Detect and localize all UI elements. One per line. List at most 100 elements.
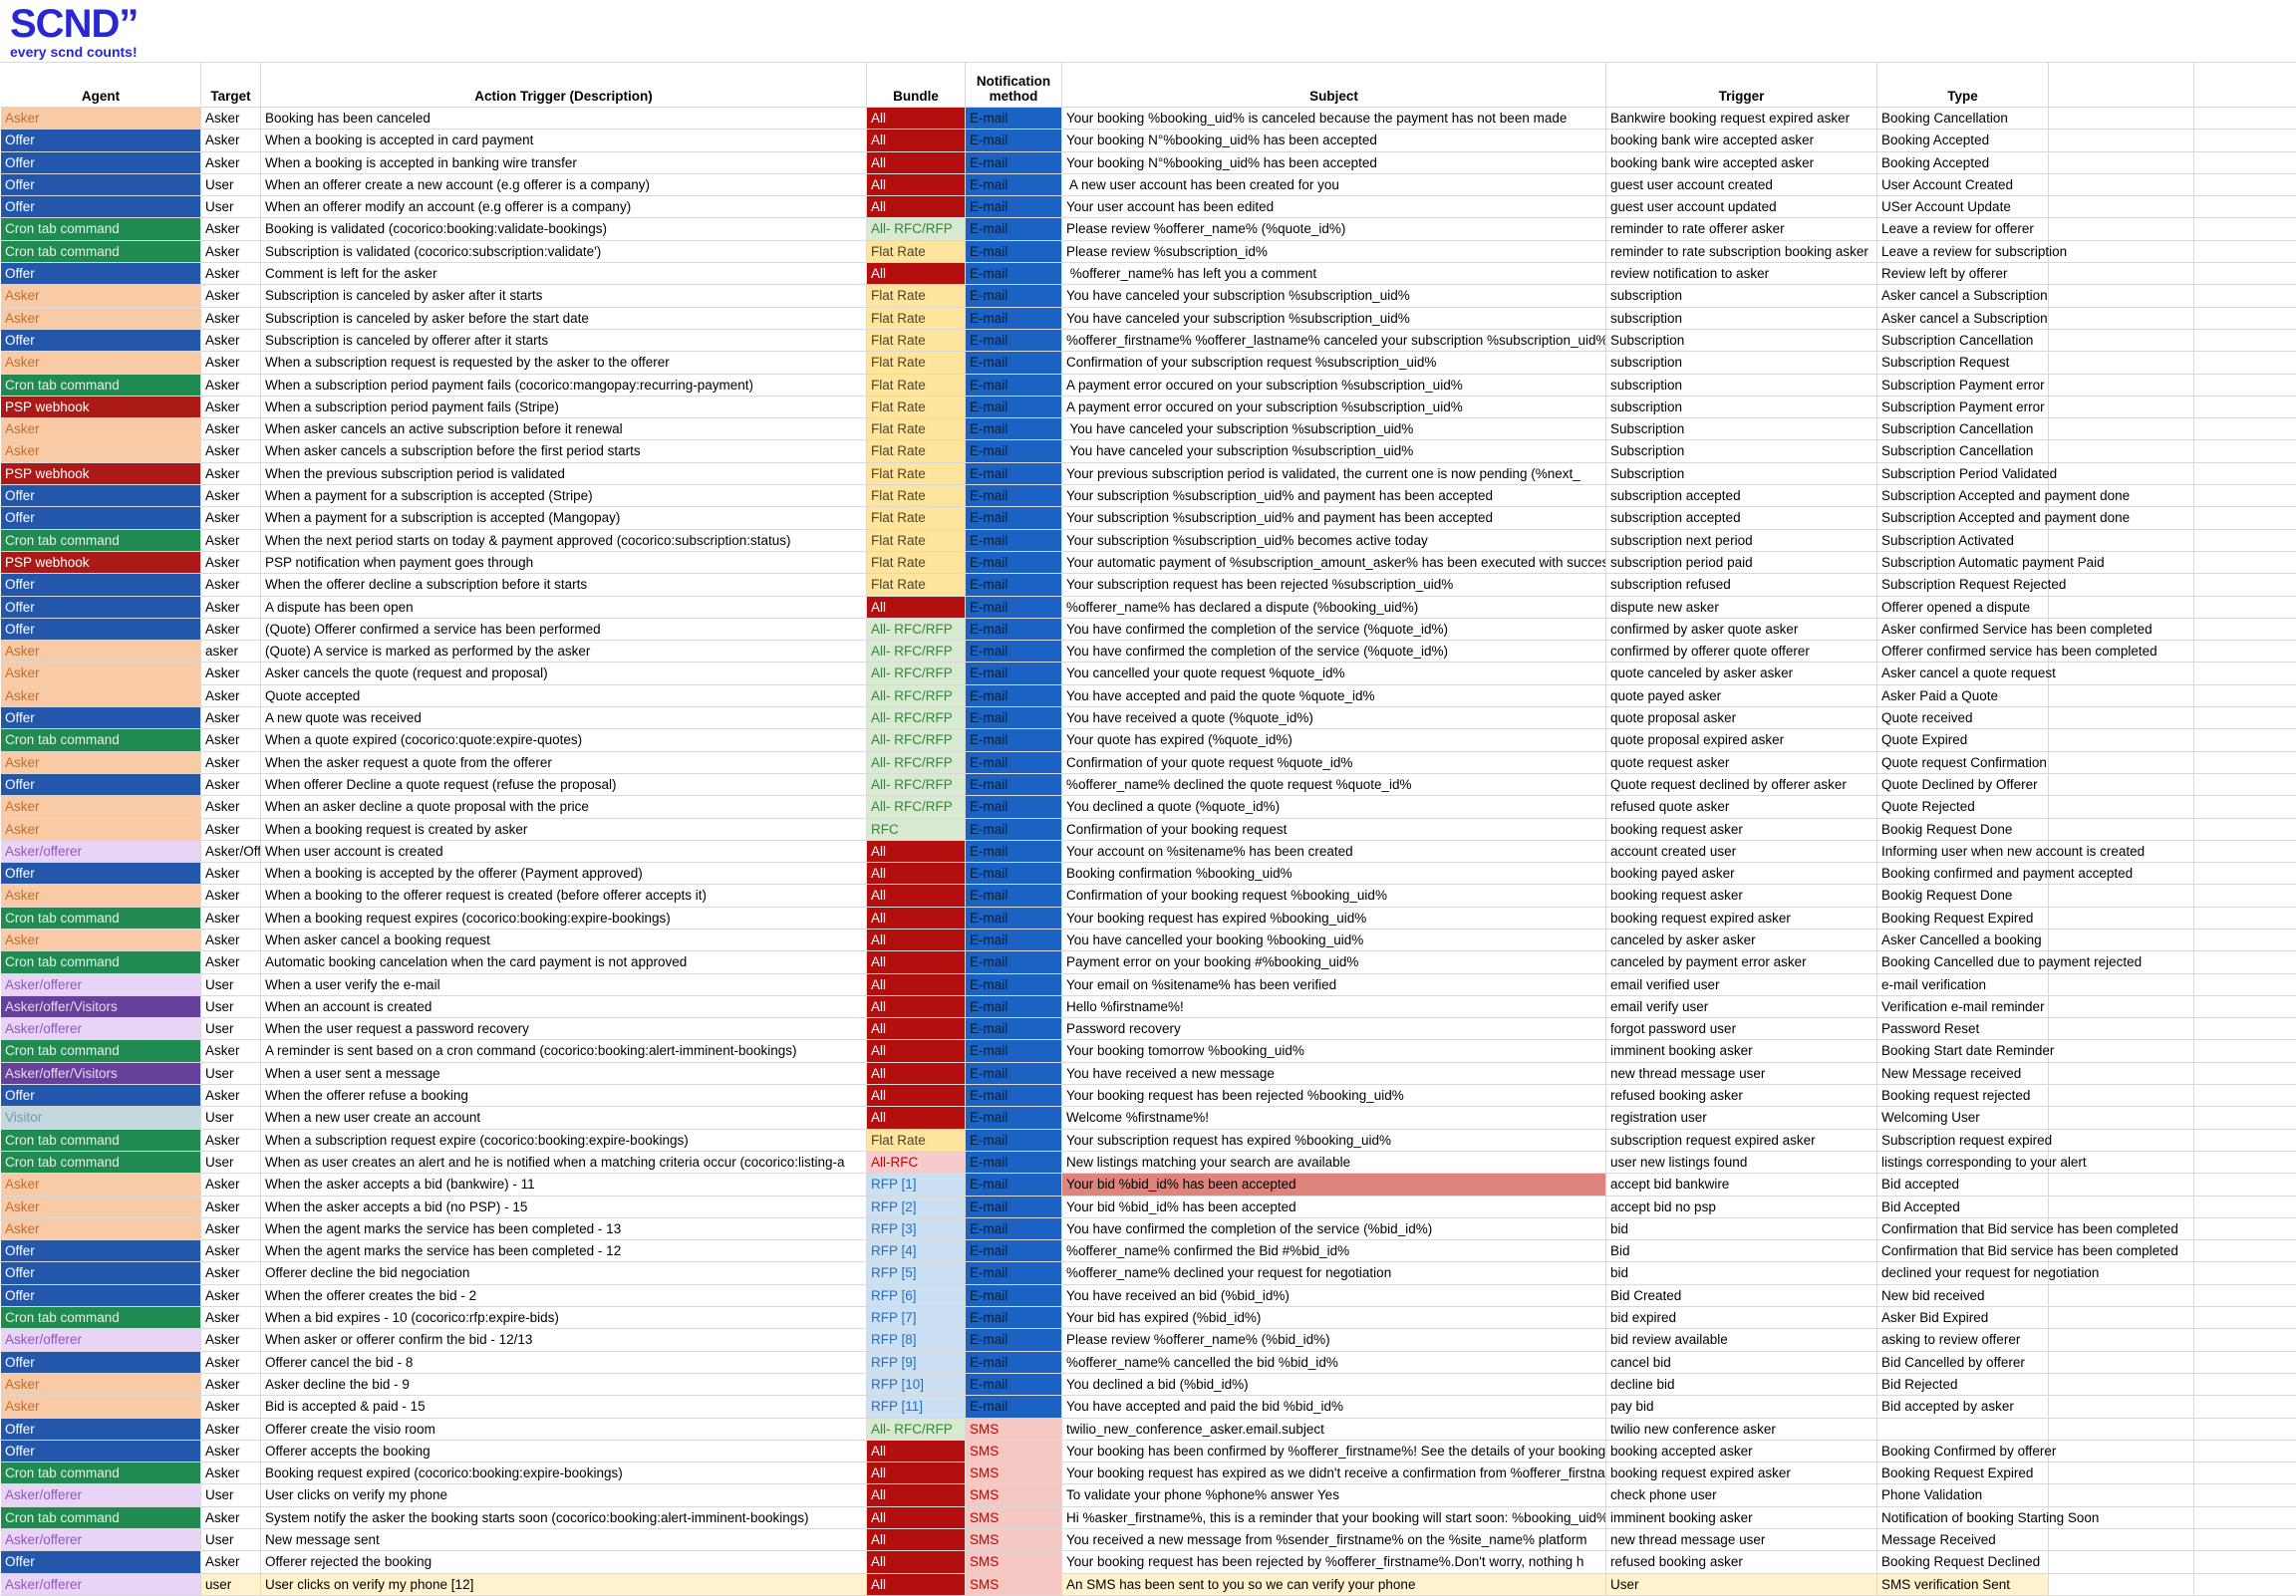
cell-notification-method[interactable]: E-mail bbox=[966, 1262, 1062, 1285]
cell-subject[interactable]: You have received a new message bbox=[1062, 1062, 1606, 1086]
cell-empty[interactable] bbox=[2049, 885, 2194, 908]
cell-type[interactable]: Password Reset bbox=[1877, 1018, 2049, 1041]
cell-target[interactable]: Asker bbox=[201, 1307, 261, 1330]
cell-subject[interactable]: Your subscription %subscription_uid% and… bbox=[1062, 485, 1606, 508]
cell-target[interactable]: Asker bbox=[201, 352, 261, 375]
cell-agent[interactable]: Cron tab command bbox=[0, 907, 201, 930]
cell-empty[interactable] bbox=[2049, 1529, 2194, 1552]
cell-bundle[interactable]: RFP [4] bbox=[867, 1240, 966, 1263]
cell-bundle[interactable]: All- RFC/RFP bbox=[867, 773, 966, 797]
cell-empty[interactable] bbox=[2049, 929, 2194, 952]
cell-agent[interactable]: Offer bbox=[0, 485, 201, 508]
cell-empty[interactable] bbox=[2194, 796, 2296, 819]
cell-notification-method[interactable]: E-mail bbox=[966, 218, 1062, 241]
cell-type[interactable]: Informing user when new account is creat… bbox=[1877, 840, 2145, 864]
cell-type[interactable]: Subscription Cancellation bbox=[1877, 440, 2049, 463]
cell-trigger[interactable]: booking request asker bbox=[1606, 885, 1877, 908]
cell-empty[interactable] bbox=[2194, 1196, 2296, 1218]
cell-empty[interactable] bbox=[2194, 907, 2296, 930]
cell-empty[interactable] bbox=[2049, 1107, 2194, 1130]
cell-subject[interactable]: Your account on %sitename% has been crea… bbox=[1062, 840, 1606, 864]
cell-empty[interactable] bbox=[2194, 995, 2296, 1019]
cell-subject[interactable]: Your booking N°%booking_uid% has been ac… bbox=[1062, 130, 1606, 152]
cell-agent[interactable]: Asker/offerer bbox=[0, 1018, 201, 1041]
cell-notification-method[interactable]: E-mail bbox=[966, 130, 1062, 152]
cell-bundle[interactable]: All bbox=[867, 1085, 966, 1108]
cell-type[interactable]: e-mail verification bbox=[1877, 973, 2049, 996]
cell-agent[interactable]: Asker/offerer bbox=[0, 1329, 201, 1352]
cell-agent[interactable]: Asker/offer/Visitors bbox=[0, 1062, 201, 1086]
cell-bundle[interactable]: Flat Rate bbox=[867, 462, 966, 486]
cell-empty[interactable] bbox=[2049, 684, 2194, 708]
cell-description[interactable]: When asker cancels a subscription before… bbox=[261, 440, 867, 463]
cell-subject[interactable]: %offerer_firstname% %offerer_lastname% c… bbox=[1062, 329, 1606, 353]
cell-trigger[interactable]: guest user account created bbox=[1606, 173, 1877, 197]
cell-notification-method[interactable]: E-mail bbox=[966, 1107, 1062, 1130]
cell-empty[interactable] bbox=[2049, 418, 2194, 441]
cell-empty[interactable] bbox=[2194, 1351, 2296, 1374]
cell-trigger[interactable]: booking bank wire accepted asker bbox=[1606, 130, 1877, 152]
cell-description[interactable]: When asker or offerer confirm the bid - … bbox=[261, 1329, 867, 1352]
cell-type[interactable]: asking to review offerer bbox=[1877, 1329, 2049, 1352]
cell-target[interactable]: Asker bbox=[201, 108, 261, 131]
cell-bundle[interactable]: All bbox=[867, 108, 966, 131]
cell-trigger[interactable]: reminder to rate offerer asker bbox=[1606, 218, 1877, 241]
cell-notification-method[interactable]: E-mail bbox=[966, 840, 1062, 864]
cell-empty[interactable] bbox=[2194, 285, 2296, 308]
cell-subject[interactable]: Your bid %bid_id% has been accepted bbox=[1062, 1196, 1606, 1218]
cell-target[interactable]: Asker bbox=[201, 574, 261, 597]
cell-trigger[interactable]: decline bid bbox=[1606, 1373, 1877, 1397]
cell-empty[interactable] bbox=[2049, 1551, 2194, 1574]
cell-subject[interactable]: %offerer_name% has declared a dispute (%… bbox=[1062, 596, 1606, 619]
cell-description[interactable]: A reminder is sent based on a cron comma… bbox=[261, 1040, 867, 1063]
cell-agent[interactable]: Asker bbox=[0, 751, 201, 774]
cell-type[interactable]: Bid accepted bbox=[1877, 1174, 2049, 1197]
cell-description[interactable]: When offerer Decline a quote request (re… bbox=[261, 773, 867, 797]
cell-trigger[interactable]: canceled by payment error asker bbox=[1606, 951, 1877, 974]
cell-agent[interactable]: Asker bbox=[0, 352, 201, 375]
cell-agent[interactable]: Asker bbox=[0, 285, 201, 308]
cell-description[interactable]: Quote accepted bbox=[261, 684, 867, 708]
cell-agent[interactable]: Offer bbox=[0, 863, 201, 886]
cell-empty[interactable] bbox=[2049, 1062, 2194, 1086]
cell-bundle[interactable]: RFP [3] bbox=[867, 1217, 966, 1241]
cell-subject[interactable]: %offerer_name% cancelled the bid %bid_id… bbox=[1062, 1351, 1606, 1374]
cell-bundle[interactable]: All- RFC/RFP bbox=[867, 684, 966, 708]
cell-empty[interactable] bbox=[2194, 507, 2296, 530]
cell-notification-method[interactable]: E-mail bbox=[966, 1351, 1062, 1374]
cell-trigger[interactable]: subscription refused bbox=[1606, 574, 1877, 597]
cell-subject[interactable]: You have canceled your subscription %sub… bbox=[1062, 307, 1606, 330]
cell-subject[interactable]: You cancelled your quote request %quote_… bbox=[1062, 663, 1606, 685]
cell-description[interactable]: Offerer cancel the bid - 8 bbox=[261, 1351, 867, 1374]
cell-bundle[interactable]: All bbox=[867, 995, 966, 1019]
cell-subject[interactable]: You declined a bid (%bid_id%) bbox=[1062, 1373, 1606, 1397]
cell-description[interactable]: Offerer decline the bid negociation bbox=[261, 1262, 867, 1285]
cell-empty[interactable] bbox=[2049, 1418, 2194, 1441]
cell-target[interactable]: Asker bbox=[201, 462, 261, 486]
cell-subject[interactable]: You have cancelled your booking %booking… bbox=[1062, 929, 1606, 952]
cell-target[interactable]: Asker bbox=[201, 885, 261, 908]
column-header-subject[interactable]: Subject bbox=[1062, 62, 1606, 108]
cell-type[interactable]: Asker Paid a Quote bbox=[1877, 684, 2049, 708]
cell-bundle[interactable]: RFP [10] bbox=[867, 1373, 966, 1397]
cell-bundle[interactable]: Flat Rate bbox=[867, 529, 966, 552]
cell-trigger[interactable]: Bid Created bbox=[1606, 1284, 1877, 1308]
cell-empty[interactable] bbox=[2049, 1085, 2194, 1108]
cell-subject[interactable]: You have confirmed the completion of the… bbox=[1062, 618, 1606, 642]
cell-description[interactable]: When a booking is accepted in banking wi… bbox=[261, 151, 867, 174]
cell-description[interactable]: When the next period starts on today & p… bbox=[261, 529, 867, 552]
cell-notification-method[interactable]: E-mail bbox=[966, 485, 1062, 508]
cell-bundle[interactable]: All bbox=[867, 1551, 966, 1574]
cell-bundle[interactable]: All bbox=[867, 929, 966, 952]
cell-trigger[interactable]: reminder to rate subscription booking as… bbox=[1606, 240, 1877, 264]
cell-target[interactable]: Asker bbox=[201, 396, 261, 419]
cell-trigger[interactable]: accept bid no psp bbox=[1606, 1196, 1877, 1218]
cell-description[interactable]: When the asker request a quote from the … bbox=[261, 751, 867, 774]
cell-target[interactable]: Asker bbox=[201, 863, 261, 886]
cell-description[interactable]: User clicks on verify my phone [12] bbox=[261, 1573, 867, 1596]
cell-subject[interactable]: Your booking request has expired as we d… bbox=[1062, 1463, 1606, 1485]
cell-description[interactable]: Automatic booking cancelation when the c… bbox=[261, 951, 867, 974]
cell-empty[interactable] bbox=[2194, 1573, 2296, 1596]
cell-target[interactable]: Asker bbox=[201, 773, 261, 797]
cell-trigger[interactable]: guest user account updated bbox=[1606, 196, 1877, 219]
